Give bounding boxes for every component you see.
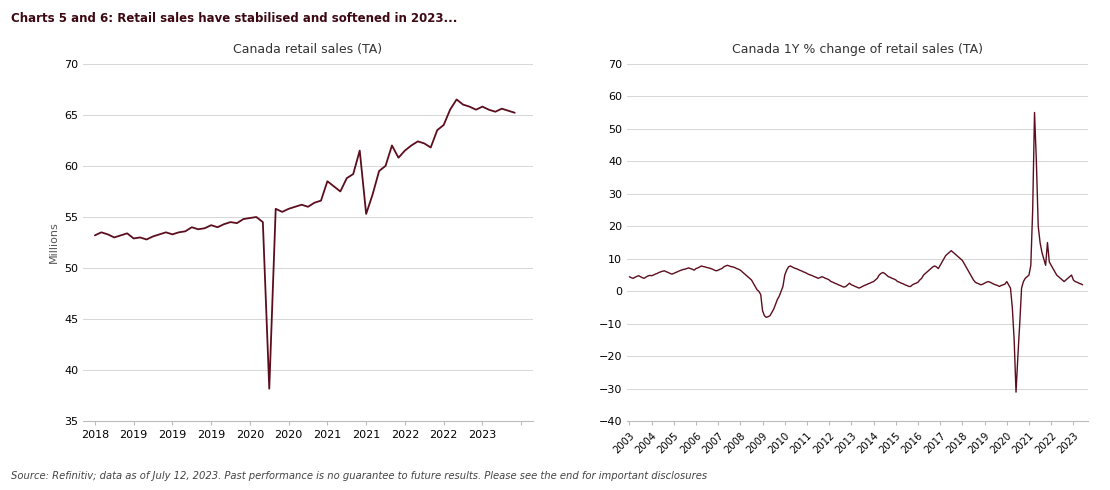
Title: Canada retail sales (TA): Canada retail sales (TA) — [233, 43, 383, 55]
Text: Charts 5 and 6: Retail sales have stabilised and softened in 2023...: Charts 5 and 6: Retail sales have stabil… — [11, 12, 457, 25]
Y-axis label: Millions: Millions — [49, 221, 59, 264]
Title: Canada 1Y % change of retail sales (TA): Canada 1Y % change of retail sales (TA) — [731, 43, 983, 55]
Text: Source: Refinitiv; data as of July 12, 2023. Past performance is no guarantee to: Source: Refinitiv; data as of July 12, 2… — [11, 471, 707, 481]
